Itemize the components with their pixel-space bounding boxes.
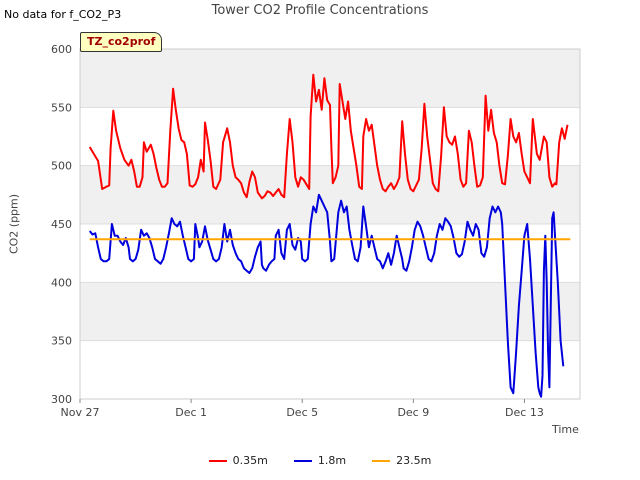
plot-bands: [80, 49, 580, 399]
y-axis-ticks: 300 350 400 450 500 550 600: [51, 43, 72, 406]
legend-item-23-5m[interactable]: 23.5m: [372, 454, 431, 467]
y-axis-label: CO2 (ppm): [7, 193, 21, 255]
y-tick-label: 400: [51, 276, 72, 289]
legend-swatch-1-8m: [293, 459, 312, 462]
plot-band: [80, 49, 580, 108]
legend-label-0-35m: 0.35m: [232, 454, 268, 467]
series-line-0-35m: [88, 73, 569, 200]
legend-item-0-35m[interactable]: 0.35m: [208, 454, 268, 467]
legend-swatch-0-35m: [208, 459, 227, 462]
plot-band: [80, 340, 580, 399]
y-tick-label: 450: [51, 218, 72, 231]
x-axis-ticks: Nov 27 Dec 1 Dec 5 Dec 9 Dec 13: [61, 399, 544, 419]
legend-label-23-5m: 23.5m: [396, 454, 432, 467]
y-tick-label: 300: [51, 393, 72, 406]
y-tick-label: 500: [51, 160, 72, 173]
legend-label-1-8m: 1.8m: [317, 454, 347, 467]
x-tick-label: Dec 13: [505, 406, 544, 419]
legend-item-1-8m[interactable]: 1.8m: [293, 454, 347, 467]
x-axis-label: Time: [552, 423, 579, 436]
y-tick-label: 550: [51, 101, 72, 114]
legend: 0.35m 1.8m 23.5m: [0, 454, 640, 467]
plot-band: [80, 165, 580, 224]
y-tick-label: 350: [51, 335, 72, 348]
x-tick-label: Dec 1: [175, 406, 207, 419]
x-tick-label: Dec 9: [397, 406, 429, 419]
legend-swatch-23-5m: [372, 459, 391, 462]
plot-band: [80, 282, 580, 341]
y-tick-label: 600: [51, 43, 72, 56]
plot-frame: [79, 48, 581, 400]
series-line-1-8m: [88, 193, 565, 398]
x-tick-label: Dec 5: [286, 406, 318, 419]
x-tick-label: Nov 27: [61, 406, 100, 419]
chart-title: Tower CO2 Profile Concentrations: [211, 3, 429, 18]
site-tag[interactable]: TZ_co2prof: [80, 32, 163, 52]
series-lines: [88, 73, 571, 398]
no-data-notice: No data for f_CO2_P3: [4, 8, 122, 21]
